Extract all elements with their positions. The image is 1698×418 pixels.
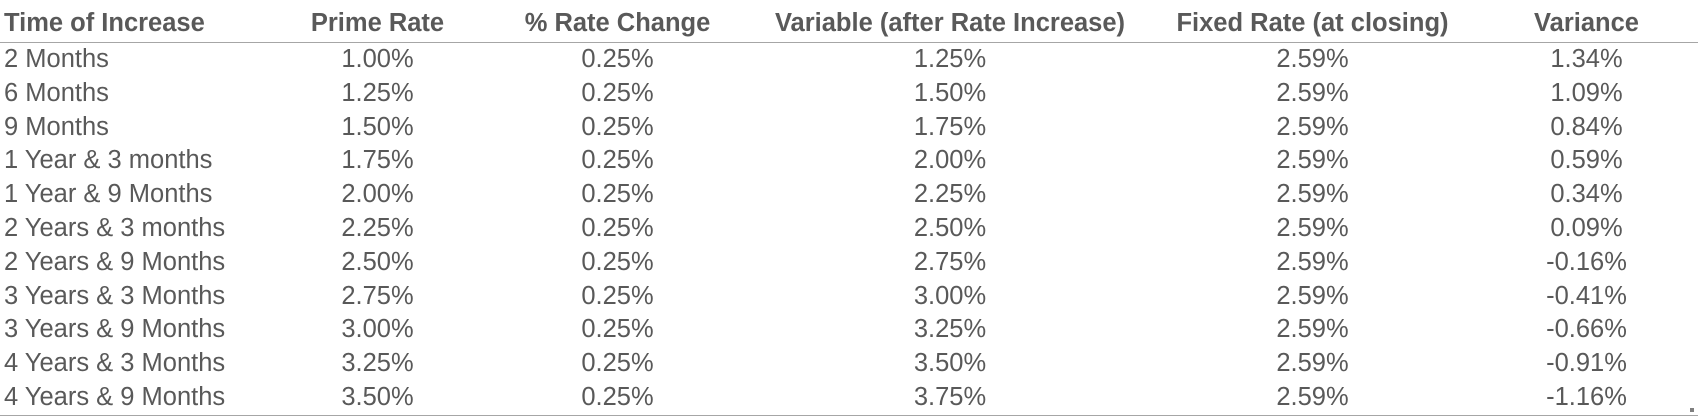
cell-fixed-rate: 2.59% xyxy=(1276,180,1349,209)
table-row: 2 Months 1.00% 0.25% 1.25% 2.59% 1.34% xyxy=(0,43,1698,77)
cell-variable-rate: 2.50% xyxy=(913,213,987,242)
cell-rate-change: 0.25% xyxy=(581,180,654,209)
header-prime-rate: Prime Rate xyxy=(270,4,485,43)
cell-time: 1 Year & 9 Months xyxy=(4,180,213,209)
cell-fixed-rate: 2.59% xyxy=(1150,380,1475,416)
header-fixed-rate: Fixed Rate (at closing) xyxy=(1150,4,1475,43)
cell-variance: -0.41% xyxy=(1546,281,1627,310)
cell-variable-rate: 3.50% xyxy=(913,349,987,378)
cell-variable-rate: 3.75% xyxy=(750,380,1150,416)
table-row: 4 Years & 9 Months 3.50% 0.25% 3.75% 2.5… xyxy=(0,380,1698,416)
table-row: 6 Months 1.25% 0.25% 1.50% 2.59% 1.09% xyxy=(0,77,1698,111)
cell-prime-rate: 3.50% xyxy=(270,380,485,416)
cell-variance: 0.34% xyxy=(1550,180,1623,209)
table-row: 3 Years & 3 Months 2.75% 0.25% 3.00% 2.5… xyxy=(0,280,1698,314)
cell-fixed-rate: 2.59% xyxy=(1276,349,1349,378)
cell-variable-rate: 3.00% xyxy=(913,281,987,310)
resize-handle-icon xyxy=(1690,408,1694,412)
cell-prime-rate: 2.50% xyxy=(341,247,414,276)
table-row: 3 Years & 9 Months 3.00% 0.25% 3.25% 2.5… xyxy=(0,313,1698,347)
rate-comparison-table: Time of Increase Prime Rate % Rate Chang… xyxy=(0,4,1698,416)
cell-variance: 0.84% xyxy=(1550,112,1623,141)
cell-time: 2 Years & 9 Months xyxy=(4,247,226,276)
cell-variance: -0.16% xyxy=(1546,247,1627,276)
cell-prime-rate: 2.75% xyxy=(341,281,414,310)
cell-variable-rate: 1.50% xyxy=(913,78,987,107)
cell-variable-rate: 2.00% xyxy=(913,146,987,175)
cell-fixed-rate: 2.59% xyxy=(1276,146,1349,175)
cell-variable-rate: 3.25% xyxy=(913,315,987,344)
cell-time: 1 Year & 3 months xyxy=(4,146,213,175)
header-time-of-increase: Time of Increase xyxy=(0,4,270,43)
header-variance: Variance xyxy=(1475,4,1698,43)
cell-time: 2 Years & 3 months xyxy=(4,213,226,242)
cell-rate-change: 0.25% xyxy=(581,349,654,378)
cell-fixed-rate: 2.59% xyxy=(1276,315,1349,344)
cell-time: 3 Years & 3 Months xyxy=(4,281,226,310)
cell-rate-change: 0.25% xyxy=(581,112,654,141)
table-row: 4 Years & 3 Months 3.25% 0.25% 3.50% 2.5… xyxy=(0,347,1698,381)
cell-variance: -1.16% xyxy=(1475,380,1698,416)
table-row: 9 Months 1.50% 0.25% 1.75% 2.59% 0.84% xyxy=(0,111,1698,145)
cell-variance: 1.09% xyxy=(1550,78,1623,107)
cell-rate-change: 0.25% xyxy=(581,213,654,242)
cell-prime-rate: 3.00% xyxy=(341,315,414,344)
cell-rate-change: 0.25% xyxy=(485,380,750,416)
header-rate-change: % Rate Change xyxy=(485,4,750,43)
cell-rate-change: 0.25% xyxy=(581,146,654,175)
cell-rate-change: 0.25% xyxy=(581,281,654,310)
table-row: 2 Years & 3 months 2.25% 0.25% 2.50% 2.5… xyxy=(0,212,1698,246)
cell-fixed-rate: 2.59% xyxy=(1276,78,1349,107)
cell-variance: 1.34% xyxy=(1550,45,1623,73)
cell-time: 4 Years & 3 Months xyxy=(4,349,226,378)
cell-variance: 0.09% xyxy=(1550,213,1623,242)
cell-variable-rate: 1.75% xyxy=(913,112,987,141)
cell-prime-rate: 3.25% xyxy=(341,349,414,378)
cell-prime-rate: 2.25% xyxy=(341,213,414,242)
cell-fixed-rate: 2.59% xyxy=(1276,213,1349,242)
cell-prime-rate: 1.75% xyxy=(341,146,414,175)
cell-fixed-rate: 2.59% xyxy=(1276,45,1349,73)
cell-time: 2 Months xyxy=(4,45,109,73)
cell-time: 9 Months xyxy=(4,112,109,141)
cell-variable-rate: 1.25% xyxy=(913,45,987,73)
cell-variance: 0.59% xyxy=(1550,146,1623,175)
cell-rate-change: 0.25% xyxy=(581,45,654,73)
table-row: 1 Year & 9 Months 2.00% 0.25% 2.25% 2.59… xyxy=(0,178,1698,212)
cell-prime-rate: 1.50% xyxy=(341,112,414,141)
cell-rate-change: 0.25% xyxy=(581,247,654,276)
cell-prime-rate: 2.00% xyxy=(341,180,414,209)
cell-fixed-rate: 2.59% xyxy=(1276,247,1349,276)
cell-rate-change: 0.25% xyxy=(581,315,654,344)
cell-variance: -0.91% xyxy=(1546,349,1627,378)
cell-prime-rate: 1.00% xyxy=(341,45,414,73)
cell-time: 4 Years & 9 Months xyxy=(0,380,270,416)
table-row: 1 Year & 3 months 1.75% 0.25% 2.00% 2.59… xyxy=(0,144,1698,178)
cell-fixed-rate: 2.59% xyxy=(1276,281,1349,310)
cell-time: 6 Months xyxy=(4,78,109,107)
table-row: 2 Years & 9 Months 2.50% 0.25% 2.75% 2.5… xyxy=(0,246,1698,280)
cell-time: 3 Years & 9 Months xyxy=(4,315,226,344)
cell-fixed-rate: 2.59% xyxy=(1276,112,1349,141)
cell-variable-rate: 2.25% xyxy=(913,180,987,209)
cell-rate-change: 0.25% xyxy=(581,78,654,107)
cell-variable-rate: 2.75% xyxy=(913,247,987,276)
header-variable-rate: Variable (after Rate Increase) xyxy=(750,4,1150,43)
cell-variance: -0.66% xyxy=(1546,315,1627,344)
header-row: Time of Increase Prime Rate % Rate Chang… xyxy=(0,4,1698,43)
cell-prime-rate: 1.25% xyxy=(341,78,414,107)
